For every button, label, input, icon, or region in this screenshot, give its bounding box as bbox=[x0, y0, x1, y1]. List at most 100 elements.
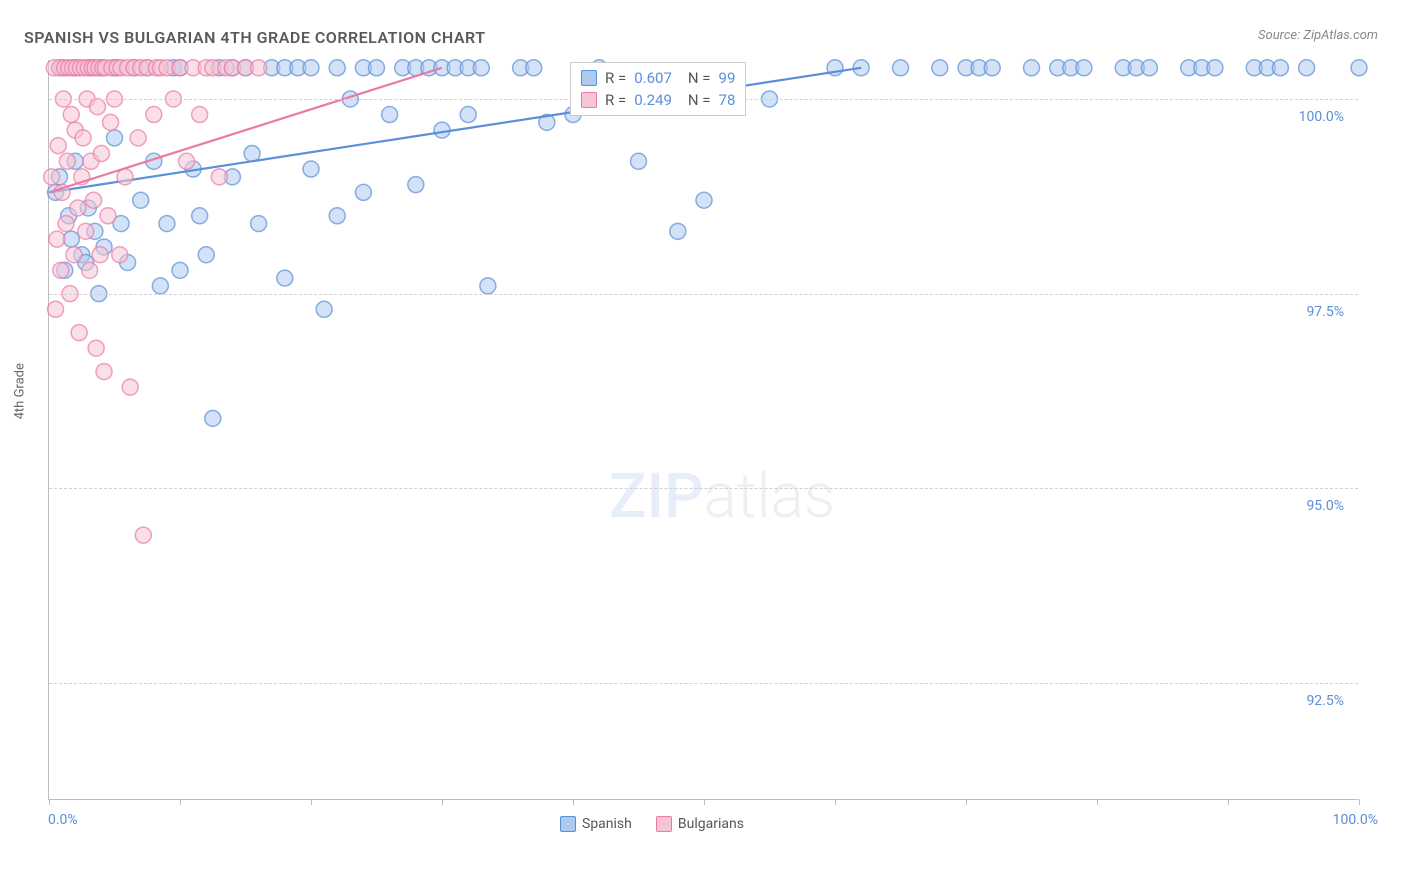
data-point bbox=[172, 262, 188, 278]
r-label: R = bbox=[605, 91, 626, 109]
legend-swatch-icon bbox=[656, 816, 672, 832]
legend-label: Bulgarians bbox=[678, 816, 744, 832]
legend-item-spanish: Spanish bbox=[560, 816, 632, 832]
data-point bbox=[192, 107, 208, 123]
r-label: R = bbox=[605, 69, 626, 87]
gridline bbox=[49, 488, 1358, 489]
data-point bbox=[526, 60, 542, 76]
data-point bbox=[984, 60, 1000, 76]
x-tick bbox=[442, 799, 443, 805]
plot-area: ZIPatlas 92.5%95.0%97.5%100.0% bbox=[48, 60, 1358, 800]
data-point bbox=[50, 138, 66, 154]
data-point bbox=[103, 114, 119, 130]
data-point bbox=[932, 60, 948, 76]
data-point bbox=[63, 231, 79, 247]
data-point bbox=[480, 278, 496, 294]
n-label: N = bbox=[688, 69, 711, 87]
data-point bbox=[58, 216, 74, 232]
data-point bbox=[96, 364, 112, 380]
source-label: Source: ZipAtlas.com bbox=[1258, 28, 1378, 43]
data-point bbox=[460, 107, 476, 123]
data-point bbox=[112, 247, 128, 263]
data-point bbox=[82, 262, 98, 278]
data-point bbox=[71, 325, 87, 341]
gridline bbox=[49, 683, 1358, 684]
x-tick bbox=[180, 799, 181, 805]
data-point bbox=[631, 153, 647, 169]
legend-label: Spanish bbox=[582, 816, 632, 832]
chart-title: SPANISH VS BULGARIAN 4TH GRADE CORRELATI… bbox=[24, 28, 486, 47]
data-point bbox=[434, 122, 450, 138]
data-point bbox=[88, 340, 104, 356]
data-point bbox=[329, 208, 345, 224]
data-point bbox=[251, 60, 267, 76]
data-point bbox=[107, 130, 123, 146]
legend-swatch-spanish bbox=[581, 70, 597, 86]
x-tick bbox=[311, 799, 312, 805]
data-point bbox=[198, 247, 214, 263]
x-tick bbox=[49, 799, 50, 805]
data-point bbox=[49, 231, 65, 247]
data-point bbox=[670, 223, 686, 239]
data-point bbox=[53, 262, 69, 278]
data-point bbox=[146, 107, 162, 123]
data-point bbox=[277, 270, 293, 286]
data-point bbox=[152, 278, 168, 294]
x-tick bbox=[966, 799, 967, 805]
n-label: N = bbox=[688, 91, 711, 109]
legend-swatch-bulgarians bbox=[581, 92, 597, 108]
data-point bbox=[122, 379, 138, 395]
x-tick bbox=[1359, 799, 1360, 805]
x-axis-min-label: 0.0% bbox=[48, 812, 78, 828]
n-value-bulgarians: 78 bbox=[719, 91, 736, 109]
data-point bbox=[70, 200, 86, 216]
stats-legend: R = 0.607 N = 99 R = 0.249 N = 78 bbox=[570, 62, 746, 116]
y-tick-label: 92.5% bbox=[1306, 693, 1344, 709]
data-point bbox=[44, 169, 60, 185]
data-point bbox=[205, 410, 221, 426]
data-point bbox=[159, 216, 175, 232]
data-point bbox=[59, 153, 75, 169]
data-point bbox=[303, 161, 319, 177]
r-value-bulgarians: 0.249 bbox=[634, 91, 672, 109]
data-point bbox=[100, 208, 116, 224]
gridline bbox=[49, 294, 1358, 295]
data-point bbox=[66, 247, 82, 263]
data-point bbox=[1141, 60, 1157, 76]
data-point bbox=[1351, 60, 1367, 76]
data-point bbox=[696, 192, 712, 208]
plot-svg bbox=[49, 60, 1358, 799]
data-point bbox=[89, 99, 105, 115]
data-point bbox=[355, 184, 371, 200]
data-point bbox=[316, 301, 332, 317]
data-point bbox=[130, 130, 146, 146]
data-point bbox=[135, 527, 151, 543]
n-value-spanish: 99 bbox=[719, 69, 736, 87]
legend-swatch-icon bbox=[560, 816, 576, 832]
x-tick bbox=[835, 799, 836, 805]
x-tick bbox=[1097, 799, 1098, 805]
stats-row-spanish: R = 0.607 N = 99 bbox=[581, 67, 735, 89]
x-tick bbox=[573, 799, 574, 805]
y-tick-label: 100.0% bbox=[1299, 109, 1344, 125]
data-point bbox=[382, 107, 398, 123]
r-value-spanish: 0.607 bbox=[634, 69, 672, 87]
x-tick bbox=[1228, 799, 1229, 805]
y-axis-title: 4th Grade bbox=[13, 363, 28, 419]
data-point bbox=[78, 223, 94, 239]
x-axis-max-label: 100.0% bbox=[1333, 812, 1378, 828]
data-point bbox=[408, 177, 424, 193]
data-point bbox=[63, 107, 79, 123]
data-point bbox=[893, 60, 909, 76]
data-point bbox=[1076, 60, 1092, 76]
data-point bbox=[75, 130, 91, 146]
data-point bbox=[473, 60, 489, 76]
legend-bottom: Spanish Bulgarians bbox=[560, 816, 744, 832]
data-point bbox=[1024, 60, 1040, 76]
data-point bbox=[303, 60, 319, 76]
y-tick-label: 95.0% bbox=[1306, 498, 1344, 514]
data-point bbox=[244, 145, 260, 161]
data-point bbox=[93, 145, 109, 161]
data-point bbox=[133, 192, 149, 208]
data-point bbox=[48, 301, 64, 317]
